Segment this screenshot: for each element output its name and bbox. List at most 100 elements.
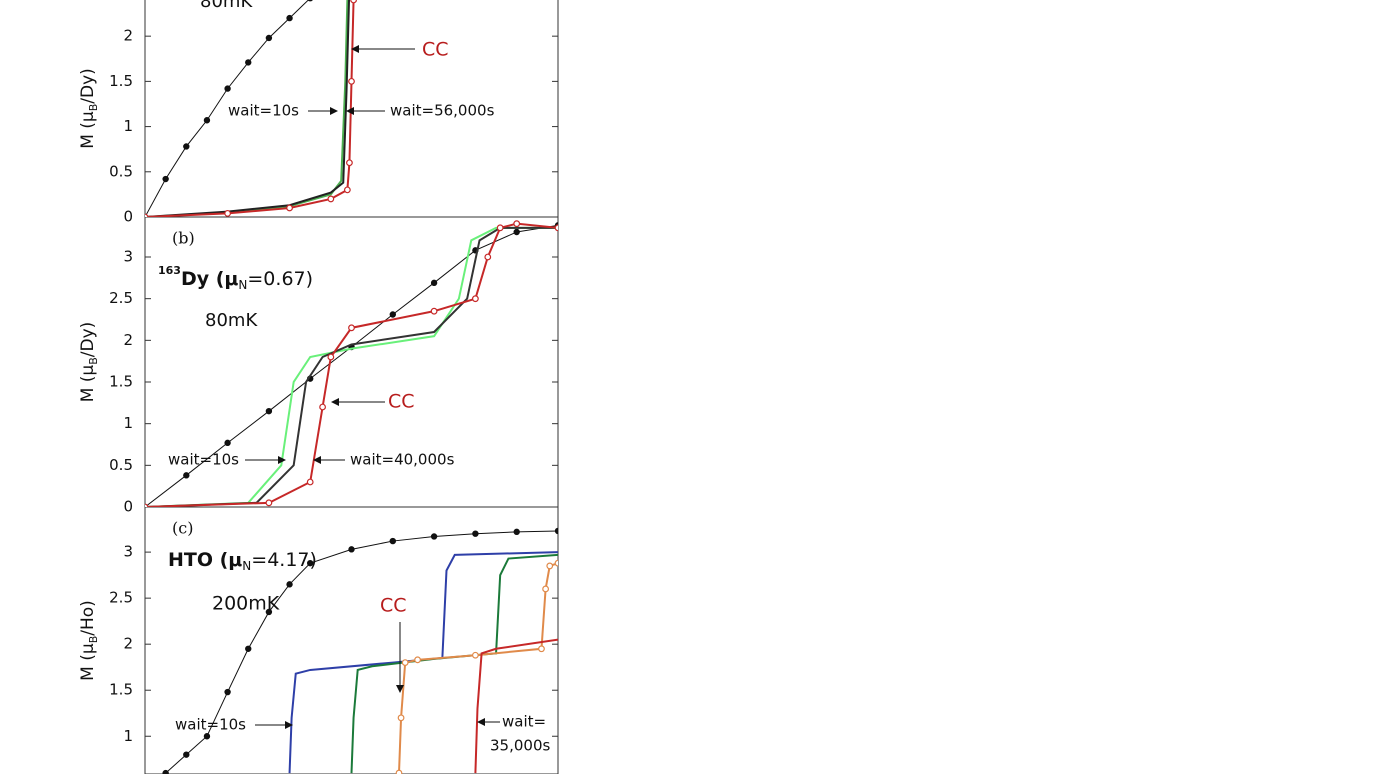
data-point	[389, 311, 396, 318]
data-point	[265, 499, 273, 507]
data-point	[145, 503, 149, 507]
data-point	[348, 546, 355, 553]
y-tick-label: 2	[123, 331, 133, 349]
data-point	[245, 59, 252, 66]
data-point	[414, 656, 421, 664]
series-line	[145, 226, 558, 507]
data-point	[513, 220, 521, 228]
annotation: wait=56,000s	[390, 102, 495, 120]
data-point	[319, 403, 326, 411]
data-point	[327, 353, 335, 361]
data-point	[224, 85, 231, 92]
data-point	[203, 117, 211, 124]
data-point	[183, 472, 190, 479]
data-point	[224, 209, 232, 217]
data-point	[430, 533, 438, 540]
y-label-sub: B	[87, 636, 100, 644]
data-point	[327, 195, 335, 203]
y-tick-label: 2.5	[109, 589, 133, 607]
panel: 0 0.5 1 1.5 2 M (μB/Dy) 80mK wait=10s wait=56,00…	[78, 0, 559, 226]
y-tick-label: 0	[123, 498, 133, 516]
data-point	[286, 581, 293, 588]
data-point	[472, 530, 479, 537]
data-point	[401, 659, 409, 666]
sample-sub: N	[242, 559, 251, 573]
sample-label: 163Dy (μN=0.67)	[158, 264, 313, 292]
y-tick-label: 0.5	[109, 456, 133, 474]
data-point	[286, 204, 293, 212]
series-line	[145, 226, 558, 507]
data-point	[348, 77, 355, 85]
data-point	[224, 439, 231, 447]
sample-text: Dy (μ	[181, 268, 238, 290]
annotation: CC	[422, 39, 449, 61]
data-point	[397, 714, 405, 722]
annotation: wait=40,000s	[350, 451, 455, 469]
data-point	[554, 224, 558, 232]
data-point	[542, 585, 550, 593]
series-line	[288, 551, 558, 774]
data-point	[286, 14, 293, 22]
y-label-after: /Ho)	[78, 600, 98, 636]
data-point	[203, 733, 211, 740]
data-point	[348, 324, 355, 332]
y-tick-label: 1	[123, 414, 133, 432]
data-point	[554, 527, 558, 535]
data-point	[430, 279, 438, 287]
sample-after: =0.67)	[247, 268, 313, 290]
data-point	[224, 688, 231, 696]
data-point	[430, 307, 438, 315]
y-tick-label: 1.5	[109, 72, 133, 90]
data-point	[346, 159, 353, 167]
y-label-main: M (μ	[78, 111, 98, 149]
annotation: 35,000s	[490, 737, 550, 755]
data-point	[162, 175, 169, 183]
y-tick-label: 2	[123, 635, 133, 653]
data-point	[484, 253, 492, 261]
data-point	[265, 608, 273, 616]
y-tick-label: 2.5	[109, 289, 133, 307]
data-point	[389, 537, 396, 545]
data-point	[306, 478, 314, 486]
y-label-after: /Dy)	[78, 322, 98, 358]
y-tick-label: 1.5	[109, 373, 133, 391]
y-tick-label: 1	[123, 117, 133, 135]
data-point	[183, 143, 190, 150]
annotation: wait=	[502, 713, 546, 731]
y-axis-label: M (μB/Dy)	[78, 68, 100, 149]
data-point	[183, 751, 190, 758]
series-line	[474, 638, 558, 774]
y-tick-label: 1.5	[109, 681, 133, 699]
data-point	[145, 213, 149, 217]
annotation: wait=10s	[175, 716, 246, 734]
data-point	[343, 186, 351, 194]
data-point	[307, 559, 314, 567]
sample-after: =4.17)	[251, 549, 317, 571]
data-point	[472, 295, 479, 303]
annotation: 80mK	[200, 0, 253, 12]
annotation: CC	[388, 391, 415, 413]
sample-sup: 163	[158, 264, 181, 277]
y-tick-label: 3	[123, 248, 133, 266]
plot-area	[162, 527, 558, 774]
annotation: 200mK	[212, 593, 280, 615]
data-point	[513, 528, 520, 536]
y-label-after: /Dy)	[78, 68, 98, 104]
data-point	[513, 228, 520, 236]
data-point	[265, 407, 273, 415]
data-point	[307, 0, 313, 2]
y-axis-label: M (μB/Dy)	[78, 322, 100, 403]
data-point	[395, 769, 403, 774]
panel: 1 1.5 2 2.5 3 M (μB/Ho) (c) HTO (μN=4.17) 200mK w…	[78, 507, 559, 774]
data-point	[245, 645, 252, 652]
y-label-sub: B	[87, 357, 100, 365]
data-point	[162, 769, 169, 774]
series-line	[145, 0, 355, 217]
y-axis-label: M (μB/Ho)	[78, 600, 100, 681]
panel-label: (b)	[172, 229, 195, 248]
y-tick-label: 0	[123, 208, 133, 226]
annotation: wait=10s	[228, 102, 299, 120]
y-tick-label: 3	[123, 543, 133, 561]
data-point	[538, 645, 545, 653]
y-label-main: M (μ	[78, 643, 98, 681]
